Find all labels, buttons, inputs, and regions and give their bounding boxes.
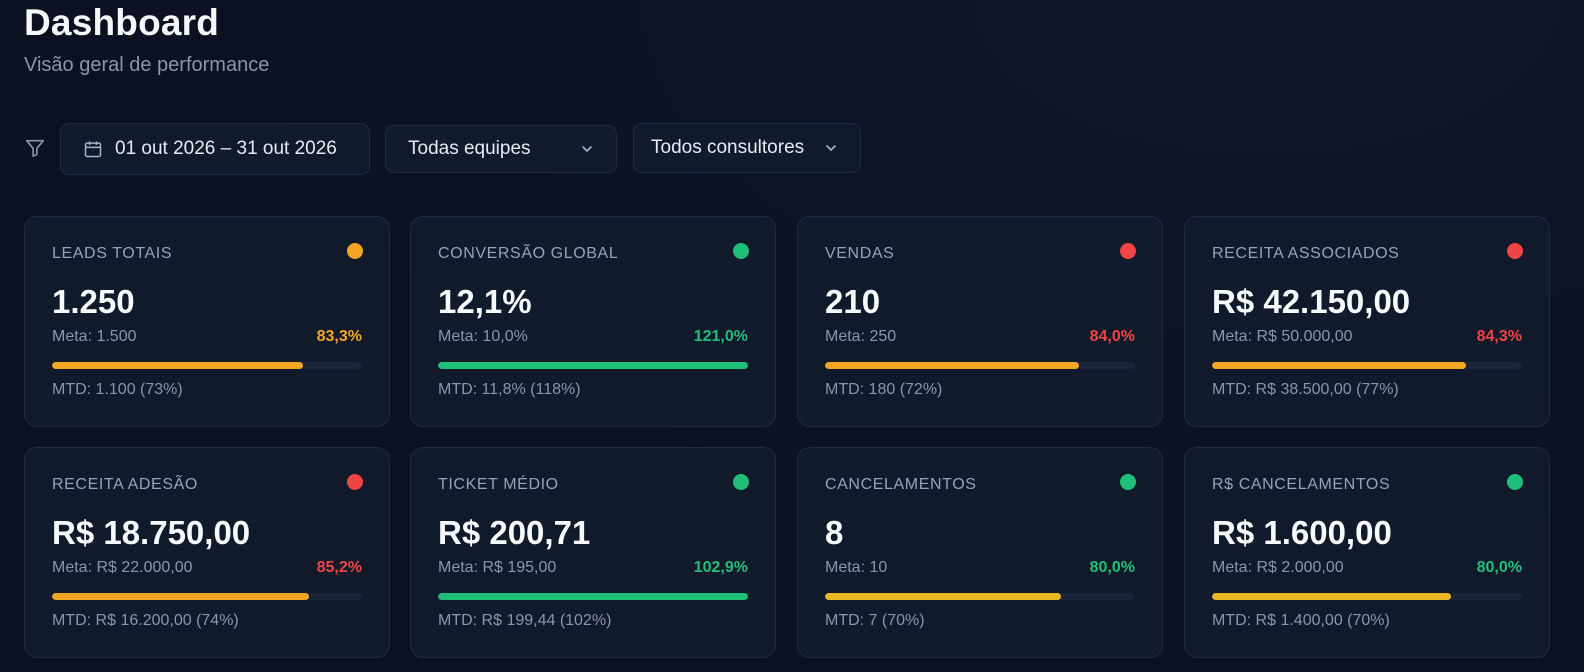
- status-dot: [733, 474, 749, 490]
- kpi-mtd: MTD: R$ 16.200,00 (74%): [52, 612, 239, 629]
- kpi-card: VENDAS 210 Meta: 250 84,0% MTD: 180 (72%…: [797, 216, 1163, 427]
- kpi-percent: 121,0%: [693, 328, 748, 345]
- kpi-goal: Meta: 10: [825, 559, 888, 576]
- progress-track: [52, 362, 362, 369]
- kpi-label: R$ CANCELAMENTOS: [1212, 476, 1391, 493]
- kpi-percent: 83,3%: [316, 328, 362, 345]
- progress-fill: [438, 593, 748, 600]
- kpi-percent: 84,3%: [1476, 328, 1522, 345]
- kpi-mtd: MTD: 1.100 (73%): [52, 381, 183, 398]
- kpi-percent: 85,2%: [316, 559, 362, 576]
- kpi-percent: 80,0%: [1476, 559, 1522, 576]
- progress-track: [1212, 593, 1522, 600]
- kpi-value: 12,1%: [438, 283, 532, 320]
- kpi-mtd: MTD: R$ 1.400,00 (70%): [1212, 612, 1390, 629]
- consultant-select[interactable]: Todos consultores: [633, 123, 861, 173]
- chevron-down-icon: [582, 146, 592, 153]
- status-dot: [1120, 243, 1136, 259]
- progress-fill: [52, 362, 304, 369]
- consultant-select-value: Todos consultores: [651, 137, 805, 158]
- progress-track: [52, 593, 362, 600]
- kpi-percent: 80,0%: [1089, 559, 1135, 576]
- kpi-label: TICKET MÉDIO: [438, 476, 559, 493]
- kpi-card: TICKET MÉDIO R$ 200,71 Meta: R$ 195,00 1…: [410, 447, 776, 658]
- kpi-card: RECEITA ADESÃO R$ 18.750,00 Meta: R$ 22.…: [24, 447, 390, 658]
- kpi-label: RECEITA ADESÃO: [52, 476, 198, 493]
- kpi-mtd: MTD: 11,8% (118%): [438, 381, 581, 398]
- kpi-label: VENDAS: [825, 245, 895, 262]
- kpi-value: R$ 18.750,00: [52, 514, 251, 551]
- kpi-mtd: MTD: 7 (70%): [825, 612, 925, 629]
- kpi-percent: 84,0%: [1089, 328, 1135, 345]
- progress-track: [438, 362, 748, 369]
- kpi-card: CANCELAMENTOS 8 Meta: 10 80,0% MTD: 7 (7…: [797, 447, 1163, 658]
- kpi-value: 8: [825, 514, 844, 551]
- progress-track: [438, 593, 748, 600]
- status-dot: [347, 474, 363, 490]
- progress-track: [1212, 362, 1522, 369]
- kpi-goal: Meta: 10,0%: [438, 328, 528, 345]
- progress-fill: [1212, 593, 1451, 600]
- team-select-value: Todas equipes: [408, 138, 531, 159]
- progress-fill: [438, 362, 748, 369]
- kpi-goal: Meta: 250: [825, 328, 897, 345]
- kpi-value: R$ 200,71: [438, 514, 591, 551]
- calendar-icon: [84, 141, 102, 158]
- kpi-mtd: MTD: 180 (72%): [825, 381, 943, 398]
- kpi-card: R$ CANCELAMENTOS R$ 1.600,00 Meta: R$ 2.…: [1184, 447, 1550, 658]
- kpi-label: CANCELAMENTOS: [825, 476, 977, 493]
- progress-track: [825, 593, 1135, 600]
- page-title: Dashboard: [24, 2, 220, 43]
- kpi-card: RECEITA ASSOCIADOS R$ 42.150,00 Meta: R$…: [1184, 216, 1550, 427]
- kpi-value: R$ 42.150,00: [1212, 283, 1411, 320]
- status-dot: [1120, 474, 1136, 490]
- kpi-card: CONVERSÃO GLOBAL 12,1% Meta: 10,0% 121,0…: [410, 216, 776, 427]
- kpi-label: RECEITA ASSOCIADOS: [1212, 245, 1400, 262]
- page-subtitle: Visão geral de performance: [24, 54, 270, 76]
- kpi-label: CONVERSÃO GLOBAL: [438, 245, 619, 262]
- progress-fill: [52, 593, 310, 600]
- kpi-goal: Meta: R$ 2.000,00: [1212, 559, 1344, 576]
- team-select[interactable]: Todas equipes: [385, 125, 617, 173]
- kpi-value: 210: [825, 283, 881, 320]
- status-dot: [733, 243, 749, 259]
- kpi-label: LEADS TOTAIS: [52, 245, 173, 262]
- date-range-picker[interactable]: 01 out 2026 – 31 out 2026: [60, 123, 370, 175]
- kpi-percent: 102,9%: [693, 559, 748, 576]
- progress-fill: [825, 362, 1080, 369]
- kpi-goal: Meta: R$ 22.000,00: [52, 559, 193, 576]
- date-range-label: 01 out 2026 – 31 out 2026: [115, 138, 337, 159]
- kpi-goal: Meta: R$ 195,00: [438, 559, 557, 576]
- status-dot: [1507, 243, 1523, 259]
- kpi-mtd: MTD: R$ 38.500,00 (77%): [1212, 381, 1399, 398]
- kpi-value: R$ 1.600,00: [1212, 514, 1392, 551]
- progress-track: [825, 362, 1135, 369]
- progress-fill: [825, 593, 1061, 600]
- chevron-down-icon: [826, 145, 836, 152]
- status-dot: [1507, 474, 1523, 490]
- progress-fill: [1212, 362, 1467, 369]
- kpi-mtd: MTD: R$ 199,44 (102%): [438, 612, 612, 629]
- status-dot: [347, 243, 363, 259]
- kpi-card: LEADS TOTAIS 1.250 Meta: 1.500 83,3% MTD…: [24, 216, 390, 427]
- kpi-goal: Meta: 1.500: [52, 328, 137, 345]
- kpi-value: 1.250: [52, 283, 135, 320]
- kpi-goal: Meta: R$ 50.000,00: [1212, 328, 1353, 345]
- filter-icon[interactable]: [24, 137, 46, 159]
